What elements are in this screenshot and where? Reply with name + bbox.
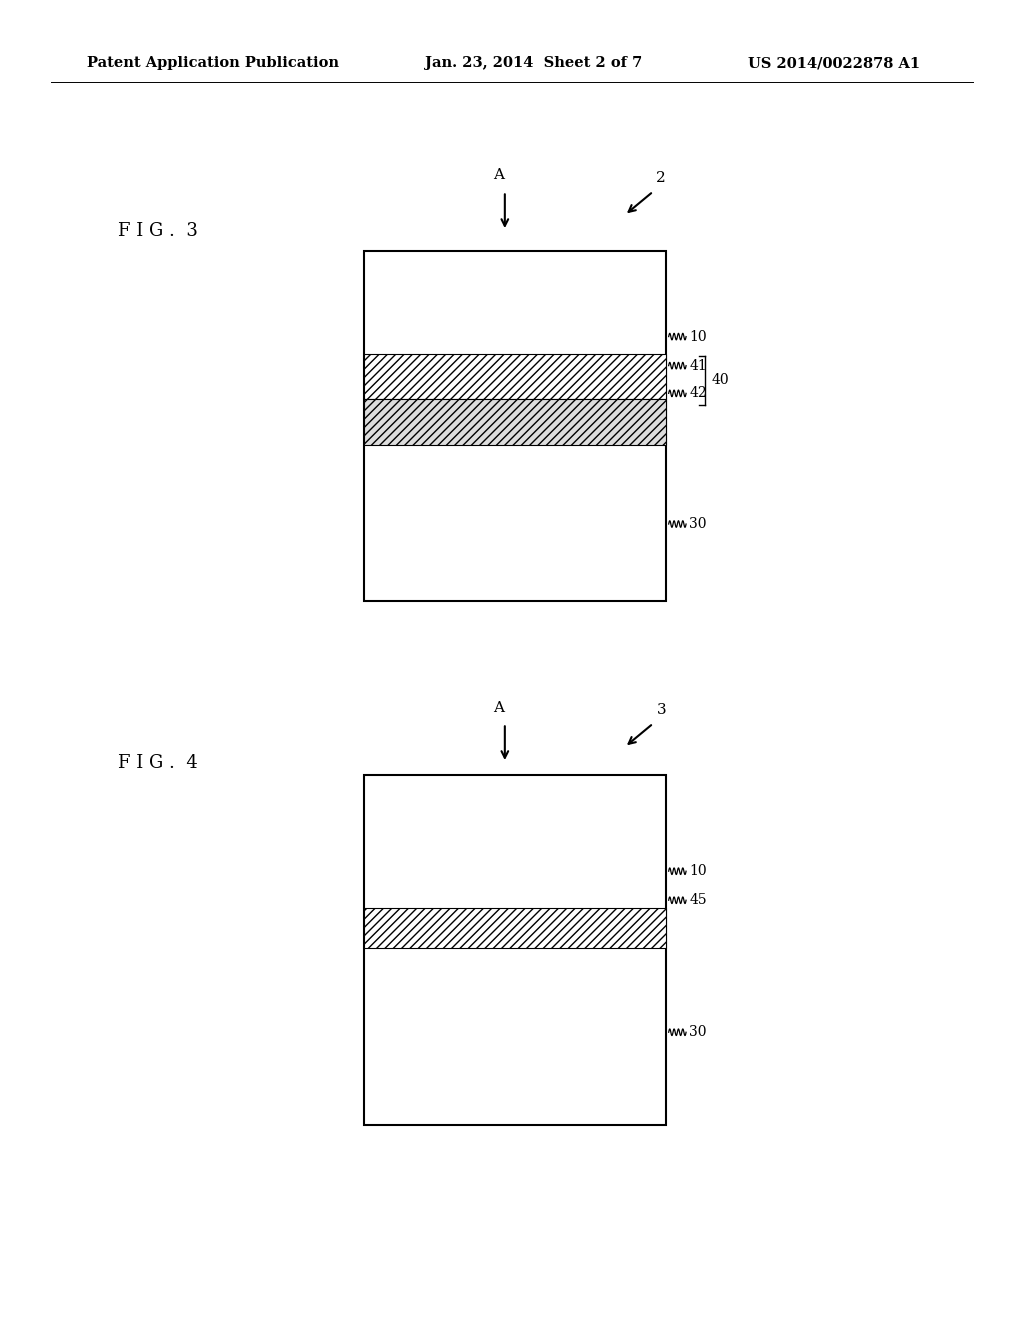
Text: 45: 45 (689, 894, 707, 907)
Bar (364, 251, 666, 601)
Text: Jan. 23, 2014  Sheet 2 of 7: Jan. 23, 2014 Sheet 2 of 7 (425, 57, 642, 70)
Text: 40: 40 (712, 374, 729, 387)
Text: 3: 3 (656, 702, 666, 717)
Text: 2: 2 (656, 170, 667, 185)
Text: 41: 41 (689, 359, 707, 372)
Bar (364, 400, 666, 445)
Text: F I G .  4: F I G . 4 (118, 754, 198, 772)
Text: US 2014/0022878 A1: US 2014/0022878 A1 (748, 57, 920, 70)
Bar (364, 908, 666, 948)
Bar (364, 775, 666, 1125)
Text: F I G .  3: F I G . 3 (118, 222, 198, 240)
Text: 30: 30 (689, 517, 707, 531)
Text: A: A (494, 701, 504, 715)
Text: A: A (494, 168, 504, 182)
Text: 10: 10 (689, 865, 707, 878)
Text: 10: 10 (689, 330, 707, 343)
Text: Patent Application Publication: Patent Application Publication (87, 57, 339, 70)
Text: 30: 30 (689, 1026, 707, 1039)
Text: 42: 42 (689, 387, 707, 400)
Bar (364, 354, 666, 400)
